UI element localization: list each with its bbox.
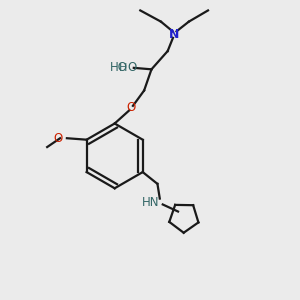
Text: O: O: [54, 132, 63, 145]
Text: H: H: [119, 63, 127, 73]
Text: O: O: [127, 61, 136, 74]
Text: HO: HO: [110, 61, 128, 74]
Text: O: O: [126, 101, 136, 114]
Text: N: N: [169, 28, 179, 41]
Text: HN: HN: [142, 196, 159, 209]
